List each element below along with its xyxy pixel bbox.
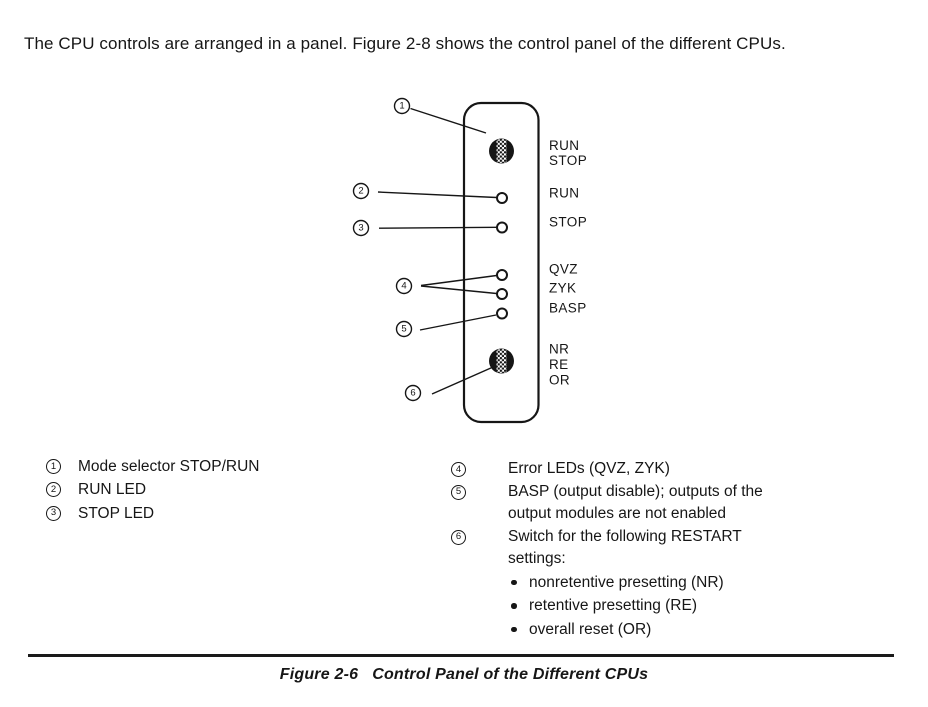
basp-led-label: BASP: [549, 301, 587, 316]
restart-setting-nr: nonretentive presetting (NR): [508, 571, 818, 595]
restart-label-re: RE: [549, 357, 569, 372]
legend-text-4: Error LEDs (QVZ, ZYK): [508, 458, 818, 481]
legend-text-5-line-2: output modules are not enabled: [508, 505, 727, 522]
figure-caption-label: Figure 2-6: [279, 666, 359, 683]
leader-line-3: [378, 226, 497, 229]
mode-selector-label-run: RUN: [549, 138, 579, 153]
leader-line-5: [419, 314, 497, 331]
legend-item-2: 2 RUN LED: [46, 478, 259, 501]
callout-6-digit: 6: [410, 388, 415, 399]
legend-badge-3: 3: [46, 505, 61, 521]
leader-line-6: [431, 366, 493, 395]
legend-right-column: 4 Error LEDs (QVZ, ZYK) 5 BASP (output d…: [451, 458, 818, 641]
restart-switch-knob: [489, 348, 514, 374]
legend-item-5: 5 BASP (output disable); outputs of the …: [451, 481, 818, 526]
mode-selector-knob: [489, 138, 514, 164]
legend-text-1: Mode selector STOP/RUN: [78, 458, 260, 475]
qvz-led: [496, 269, 508, 281]
callout-5-digit: 5: [401, 324, 406, 335]
restart-setting-re: retentive presetting (RE): [508, 594, 818, 618]
control-panel-diagram: 1 2 3 4 5 6 RUN STOP RUN STOP QVZ ZYK BA…: [352, 97, 587, 424]
legend-item-6: 6 Switch for the following RESTART setti…: [451, 526, 818, 642]
qvz-led-label: QVZ: [549, 262, 578, 277]
callout-1: 1: [393, 97, 411, 115]
restart-label-nr: NR: [549, 342, 569, 357]
leader-lines: [377, 107, 497, 395]
mode-selector-label-stop: STOP: [549, 153, 587, 168]
legend-text-5-line-1: BASP (output disable); outputs of the: [508, 482, 763, 500]
led-group: [496, 192, 508, 320]
caption-divider: [28, 654, 894, 657]
legend-text-6: Switch for the following RESTART setting…: [508, 526, 818, 642]
callout-5: 5: [395, 320, 413, 338]
leader-line-4a: [420, 274, 497, 287]
legend-badge-2: 2: [46, 482, 61, 498]
legend-item-4: 4 Error LEDs (QVZ, ZYK): [451, 458, 818, 481]
intro-paragraph: The CPU controls are arranged in a panel…: [24, 34, 786, 53]
legend-badge-4: 4: [451, 462, 466, 477]
legend-item-3: 3 STOP LED: [46, 502, 259, 525]
figure-caption: Figure 2-6 Control Panel of the Different…: [0, 666, 928, 684]
restart-label-or: OR: [549, 373, 570, 388]
legend-badge-5: 5: [451, 484, 466, 500]
legend-text-6-line-2: settings:: [508, 550, 566, 567]
restart-setting-or: overall reset (OR): [508, 618, 818, 642]
callout-3: 3: [352, 219, 370, 237]
panel-labels: RUN STOP RUN STOP QVZ ZYK BASP NR RE OR: [549, 138, 587, 388]
run-led: [496, 192, 508, 204]
callout-2: 2: [352, 182, 370, 200]
figure-caption-title: Control Panel of the Different CPUs: [372, 666, 649, 683]
stop-led-label: STOP: [549, 215, 587, 230]
callout-6: 6: [404, 384, 422, 402]
callout-4: 4: [395, 277, 413, 295]
restart-settings-list: nonretentive presetting (NR) retentive p…: [508, 571, 818, 642]
legend-text-2: RUN LED: [78, 481, 147, 499]
callout-3-digit: 3: [358, 223, 363, 234]
legend-text-4-line-1: Error LEDs (QVZ, ZYK): [508, 460, 670, 477]
leader-line-1: [410, 107, 487, 134]
callout-2-digit: 2: [358, 186, 363, 197]
callout-1-digit: 1: [399, 101, 404, 112]
legend-left-column: 1 Mode selector STOP/RUN 2 RUN LED 3 STO…: [46, 455, 259, 525]
legend-badge-6: 6: [451, 529, 466, 545]
run-led-label: RUN: [549, 186, 579, 201]
panel-outline: [462, 101, 540, 424]
callout-4-digit: 4: [401, 281, 406, 292]
legend-text-5: BASP (output disable); outputs of the ou…: [508, 481, 818, 526]
legend-item-1: 1 Mode selector STOP/RUN: [46, 455, 259, 478]
legend-text-3: STOP LED: [78, 504, 155, 522]
zyk-led: [496, 288, 508, 300]
legend-text-6-line-1: Switch for the following RESTART: [508, 527, 742, 545]
legend-badge-1: 1: [46, 459, 61, 474]
callout-badges: 1 2 3 4 5 6: [352, 97, 422, 402]
leader-line-4b: [420, 285, 497, 295]
leader-line-2: [377, 191, 497, 199]
stop-led: [496, 221, 508, 234]
zyk-led-label: ZYK: [549, 281, 576, 296]
basp-led: [496, 307, 508, 320]
